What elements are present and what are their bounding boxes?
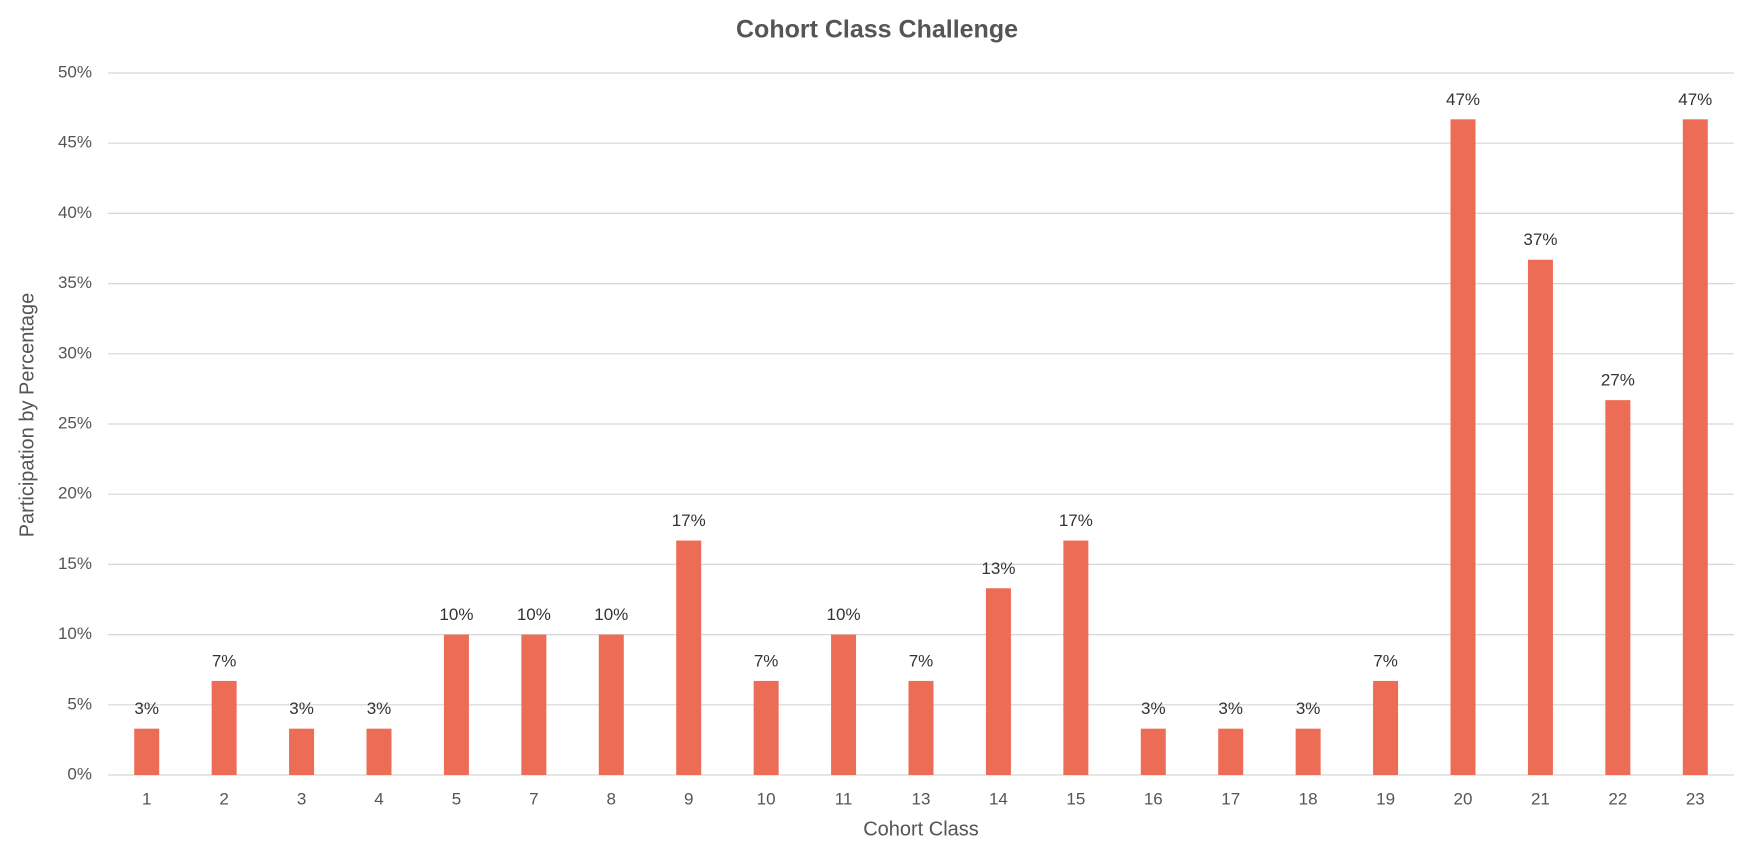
data-label: 3% xyxy=(1218,699,1243,718)
x-tick-label: 23 xyxy=(1686,789,1705,808)
bar xyxy=(676,540,702,775)
y-tick-label: 40% xyxy=(58,203,92,222)
x-tick-label: 1 xyxy=(142,789,151,808)
data-label: 10% xyxy=(827,605,861,624)
y-tick-label: 10% xyxy=(58,624,92,643)
data-label: 3% xyxy=(1296,699,1321,718)
data-label: 7% xyxy=(909,651,934,670)
bar xyxy=(1140,728,1166,775)
y-tick-label: 35% xyxy=(58,273,92,292)
data-label: 3% xyxy=(289,699,314,718)
data-label: 10% xyxy=(517,605,551,624)
x-tick-label: 3 xyxy=(297,789,306,808)
bar xyxy=(1682,119,1708,775)
y-tick-label: 25% xyxy=(58,413,92,432)
data-label: 10% xyxy=(594,605,628,624)
bar xyxy=(1450,119,1476,775)
y-tick-label: 20% xyxy=(58,484,92,503)
x-tick-label: 13 xyxy=(912,789,931,808)
x-tick-label: 9 xyxy=(684,789,693,808)
bar xyxy=(908,680,934,775)
y-tick-label: 5% xyxy=(67,694,92,713)
x-tick-label: 22 xyxy=(1608,789,1627,808)
x-tick-label: 2 xyxy=(219,789,228,808)
bar xyxy=(289,728,315,775)
x-tick-label: 21 xyxy=(1531,789,1550,808)
x-tick-label: 10 xyxy=(757,789,776,808)
y-axis-label: Participation by Percentage xyxy=(16,293,38,538)
data-label: 10% xyxy=(439,605,473,624)
bar xyxy=(985,588,1011,775)
y-tick-label: 50% xyxy=(58,62,92,81)
x-tick-label: 8 xyxy=(607,789,616,808)
x-tick-label: 18 xyxy=(1299,789,1318,808)
x-tick-label: 7 xyxy=(529,789,538,808)
x-tick-label: 15 xyxy=(1066,789,1085,808)
x-tick-label: 4 xyxy=(374,789,383,808)
x-tick-label: 17 xyxy=(1221,789,1240,808)
bar xyxy=(598,634,624,775)
data-label: 47% xyxy=(1446,90,1480,109)
x-tick-label: 19 xyxy=(1376,789,1395,808)
bar xyxy=(1373,680,1399,775)
bar xyxy=(521,634,547,775)
bar xyxy=(211,680,237,775)
data-label: 7% xyxy=(754,651,779,670)
x-tick-label: 11 xyxy=(835,789,853,808)
data-label: 7% xyxy=(212,651,237,670)
bar xyxy=(443,634,469,775)
data-label: 3% xyxy=(134,699,159,718)
x-axis-label: Cohort Class xyxy=(863,818,979,840)
bar xyxy=(753,680,779,775)
data-label: 13% xyxy=(981,559,1015,578)
bar xyxy=(831,634,857,775)
data-label: 27% xyxy=(1601,371,1635,390)
x-tick-label: 20 xyxy=(1454,789,1473,808)
x-tick-label: 16 xyxy=(1144,789,1163,808)
bar xyxy=(1063,540,1089,775)
bar xyxy=(1218,728,1244,775)
data-label: 47% xyxy=(1678,90,1712,109)
y-tick-label: 15% xyxy=(58,554,92,573)
data-label: 3% xyxy=(1141,699,1166,718)
bar xyxy=(366,728,392,775)
y-tick-label: 0% xyxy=(67,764,92,783)
data-label: 7% xyxy=(1373,651,1398,670)
bar xyxy=(1295,728,1321,775)
data-label: 17% xyxy=(1059,511,1093,530)
data-label: 37% xyxy=(1523,230,1557,249)
bar xyxy=(1605,400,1631,775)
bar xyxy=(134,728,160,775)
x-tick-label: 5 xyxy=(452,789,461,808)
x-tick-label: 14 xyxy=(989,789,1008,808)
data-label: 17% xyxy=(672,511,706,530)
bar xyxy=(1527,259,1553,775)
y-tick-label: 30% xyxy=(58,343,92,362)
chart-title: Cohort Class Challenge xyxy=(736,16,1018,44)
data-label: 3% xyxy=(367,699,392,718)
y-tick-label: 45% xyxy=(58,133,92,152)
